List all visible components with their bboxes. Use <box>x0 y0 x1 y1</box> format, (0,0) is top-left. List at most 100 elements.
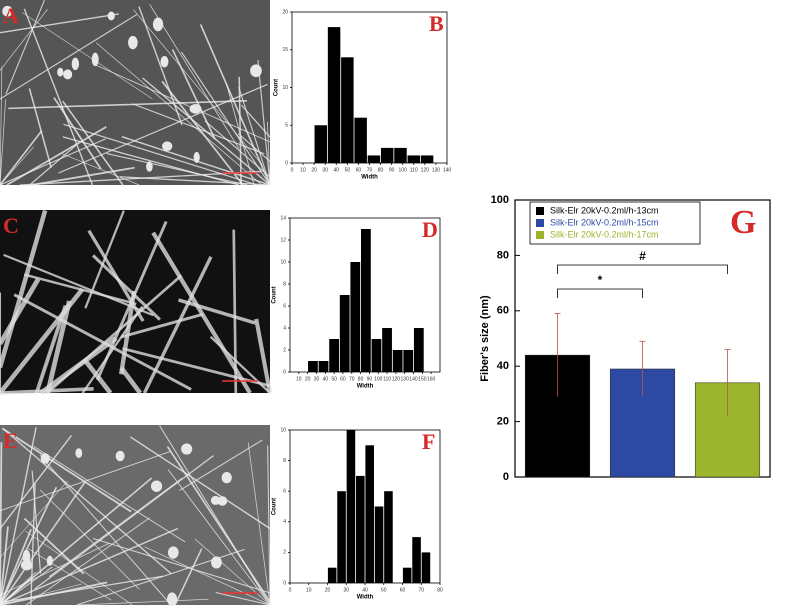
bead <box>250 64 262 78</box>
fiber <box>174 548 203 606</box>
fiber <box>0 581 108 606</box>
x-tick-label: 10 <box>306 587 312 593</box>
y-tick-label: 6 <box>283 489 286 495</box>
x-tick-label: 50 <box>345 167 351 173</box>
bead <box>22 549 31 564</box>
fiber <box>29 144 78 186</box>
bar <box>420 155 434 163</box>
x-tick-label: 140 <box>443 167 452 173</box>
legend-label: Silk-Elr 20kV-0.2ml/h-17cm <box>550 229 659 239</box>
fiber <box>23 273 137 306</box>
fiber <box>0 543 110 596</box>
bead <box>221 472 232 484</box>
fiber <box>171 49 216 140</box>
bar <box>384 491 393 583</box>
fiber <box>63 123 258 186</box>
bead <box>146 161 153 172</box>
x-tick-label: 30 <box>343 587 349 593</box>
fiber <box>23 8 94 186</box>
fiber <box>93 537 271 594</box>
panel-label: D <box>422 217 438 242</box>
fiber <box>149 4 240 149</box>
x-tick-label: 80 <box>378 167 384 173</box>
fiber <box>95 42 263 186</box>
fiber <box>39 336 118 395</box>
fiber <box>31 470 42 574</box>
bead <box>115 450 125 462</box>
x-tick-label: 40 <box>362 587 368 593</box>
fiber <box>33 445 186 543</box>
y-tick-label: 4 <box>283 519 286 525</box>
fiber <box>0 14 138 100</box>
fiber <box>267 445 271 606</box>
fiber <box>0 66 3 186</box>
bead <box>189 104 202 114</box>
fiber <box>0 450 171 512</box>
y-axis-label: Count <box>272 286 278 303</box>
x-tick-label: 60 <box>400 587 406 593</box>
x-tick-label: 130 <box>432 167 441 173</box>
x-tick-label: 40 <box>323 376 329 382</box>
significance-bracket <box>557 264 728 274</box>
fiber <box>0 138 106 186</box>
fiber <box>166 446 271 603</box>
fiber <box>119 366 142 395</box>
sem-image: A <box>0 0 271 186</box>
bead <box>167 546 179 559</box>
fiber <box>0 566 53 606</box>
fiber <box>179 439 263 491</box>
bar <box>371 339 382 372</box>
bead <box>152 17 164 32</box>
fiber <box>237 133 271 162</box>
fiber <box>240 104 271 138</box>
fiber <box>0 480 68 558</box>
fiber <box>0 277 41 346</box>
fiber <box>0 209 48 369</box>
x-tick-label: 70 <box>367 167 373 173</box>
fiber <box>39 454 172 606</box>
fiber <box>3 253 154 317</box>
fiber <box>254 318 273 394</box>
bead <box>107 11 115 21</box>
fiber <box>232 229 238 394</box>
x-tick-label: 120 <box>392 376 401 382</box>
x-tick-label: 110 <box>410 167 418 173</box>
bar <box>367 155 381 163</box>
y-tick-label: 12 <box>280 237 286 243</box>
fiber <box>30 483 36 606</box>
panel-label: C <box>3 213 19 238</box>
x-tick-label: 130 <box>401 376 410 382</box>
fiber <box>142 256 213 394</box>
bead <box>46 555 53 566</box>
bead <box>57 67 64 77</box>
x-tick-label: 110 <box>383 376 391 382</box>
fiber <box>81 305 144 394</box>
x-axis-label: Width <box>357 595 374 601</box>
y-tick-label: 40 <box>497 360 509 372</box>
bead <box>160 56 169 68</box>
x-tick-label: 50 <box>381 587 387 593</box>
bar <box>337 491 346 583</box>
fiber <box>0 99 7 186</box>
bead <box>150 480 163 492</box>
fiber <box>144 546 271 606</box>
x-tick-label: 40 <box>334 167 340 173</box>
fiber <box>39 489 140 590</box>
fiber <box>45 300 72 394</box>
y-axis-label: Fiber's size (nm) <box>479 295 491 382</box>
x-axis-label: Width <box>361 175 378 181</box>
fiber <box>122 347 271 388</box>
bar <box>356 475 365 583</box>
panel-label: A <box>3 3 19 28</box>
bar <box>392 350 403 372</box>
y-tick-label: 80 <box>497 249 509 261</box>
legend-swatch <box>536 207 544 215</box>
image-background <box>0 425 270 605</box>
bar <box>421 552 431 583</box>
fiber <box>0 575 163 603</box>
x-tick-label: 140 <box>409 376 418 382</box>
bar <box>374 506 384 583</box>
legend-label: Silk-Elr 20kV-0.2ml/h-15cm <box>550 217 659 227</box>
fiber <box>87 229 145 322</box>
